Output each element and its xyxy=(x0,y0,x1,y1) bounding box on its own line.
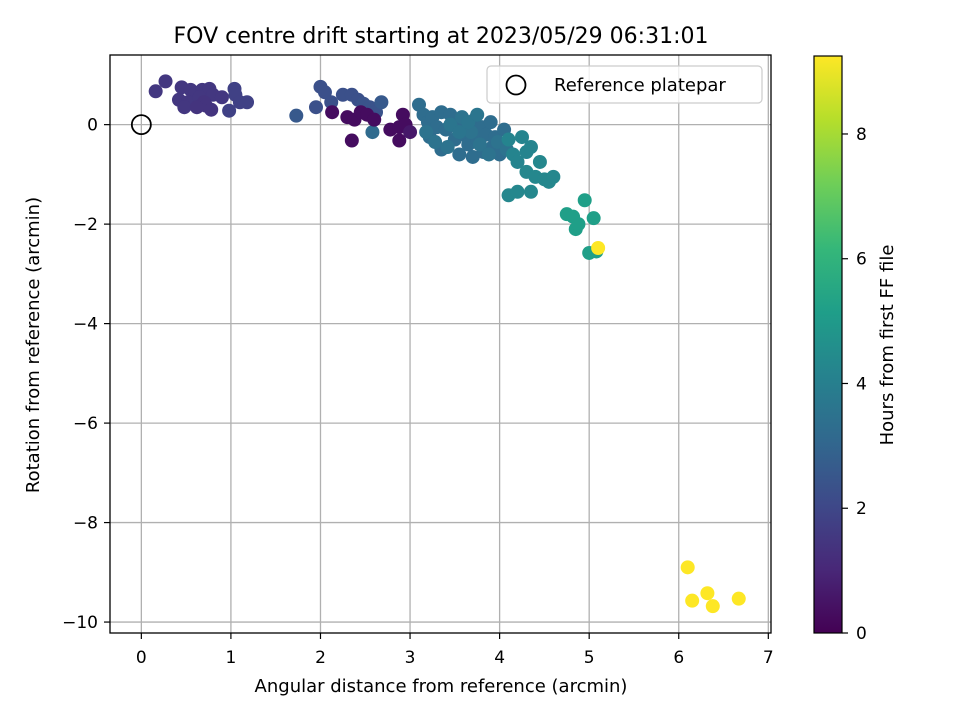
x-tick-label: 6 xyxy=(673,648,684,668)
colorbar-label: Hours from first FF file xyxy=(877,245,898,446)
scatter-point xyxy=(452,125,467,140)
x-axis-ticks: 0 1 2 3 4 5 6 7 xyxy=(136,633,774,668)
scatter-point xyxy=(685,593,700,608)
scatter-point xyxy=(586,211,601,226)
scatter-point xyxy=(222,103,237,118)
scatter-point xyxy=(700,586,715,601)
scatter-point xyxy=(214,90,229,105)
x-tick-label: 1 xyxy=(226,648,237,668)
scatter-point xyxy=(148,84,163,99)
scatter-point xyxy=(577,193,592,208)
scatter-point xyxy=(483,115,498,130)
scatter-point xyxy=(510,154,525,169)
legend-entry-label: Reference platepar xyxy=(554,75,726,96)
scatter-point xyxy=(515,130,530,145)
y-tick-label: −6 xyxy=(73,414,98,434)
scatter-point xyxy=(731,591,746,606)
scatter-point xyxy=(510,184,525,199)
scatter-point xyxy=(571,217,586,232)
y-axis-label: Rotation from reference (arcmin) xyxy=(23,197,44,493)
scatter-point xyxy=(158,74,173,89)
y-axis-ticks: 0 −2 −4 −6 −8 −10 xyxy=(62,116,110,633)
x-tick-label: 5 xyxy=(584,648,595,668)
scatter-point xyxy=(472,137,487,152)
scatter-point xyxy=(240,95,255,110)
colorbar-tick-label: 8 xyxy=(856,125,867,145)
x-tick-label: 3 xyxy=(405,648,416,668)
scatter-point xyxy=(317,85,332,100)
gridlines xyxy=(110,55,771,633)
scatter-point xyxy=(680,560,695,575)
scatter-point xyxy=(392,133,407,148)
y-tick-label: −10 xyxy=(62,613,98,633)
scatter-point xyxy=(204,102,219,117)
legend-marker-open-circle-icon xyxy=(505,74,527,96)
scatter-point xyxy=(365,125,380,140)
legend-box xyxy=(486,65,763,104)
colorbar-tick-label: 6 xyxy=(856,250,867,270)
y-tick-label: −2 xyxy=(73,215,98,235)
data-points xyxy=(148,74,746,614)
colorbar-tick-label: 2 xyxy=(856,499,867,519)
colorbar-ticks: 0 2 4 6 8 xyxy=(842,125,867,644)
x-tick-label: 0 xyxy=(136,648,147,668)
scatter-point xyxy=(705,599,720,614)
scatter-point xyxy=(177,100,192,115)
plot-area-frame xyxy=(109,54,772,634)
colorbar xyxy=(813,55,843,634)
scatter-point xyxy=(289,108,304,123)
scatter-point xyxy=(523,184,538,199)
y-tick-label: −4 xyxy=(73,315,98,335)
x-tick-label: 4 xyxy=(494,648,505,668)
colorbar-tick-label: 0 xyxy=(856,624,867,644)
scatter-point xyxy=(481,147,496,162)
scatter-point xyxy=(403,125,418,140)
scatter-point xyxy=(591,240,606,255)
scatter-point xyxy=(428,135,443,150)
scatter-point xyxy=(325,105,340,120)
legend: Reference platepar xyxy=(486,65,763,104)
scatter-point xyxy=(470,107,485,122)
scatter-point xyxy=(440,140,455,155)
scatter-point xyxy=(452,147,467,162)
chart-title: FOV centre drift starting at 2023/05/29 … xyxy=(174,24,709,49)
scatter-point xyxy=(523,140,538,155)
scatter-point xyxy=(367,112,382,127)
scatter-point xyxy=(309,100,324,115)
x-tick-label: 7 xyxy=(763,648,774,668)
scatter-point xyxy=(501,132,516,147)
scatter-point xyxy=(419,125,434,140)
scatter-point xyxy=(344,133,359,148)
y-tick-label: −8 xyxy=(73,514,98,534)
scatter-point xyxy=(465,149,480,164)
scatter-point xyxy=(189,100,204,115)
reference-platepar-marker xyxy=(130,114,152,136)
scatter-point xyxy=(532,154,547,169)
scatter-point xyxy=(546,169,561,184)
x-tick-label: 2 xyxy=(315,648,326,668)
x-axis-label: Angular distance from reference (arcmin) xyxy=(255,676,628,697)
colorbar-tick-label: 4 xyxy=(856,374,867,394)
scatter-point xyxy=(374,95,389,110)
y-tick-label: 0 xyxy=(87,116,98,136)
